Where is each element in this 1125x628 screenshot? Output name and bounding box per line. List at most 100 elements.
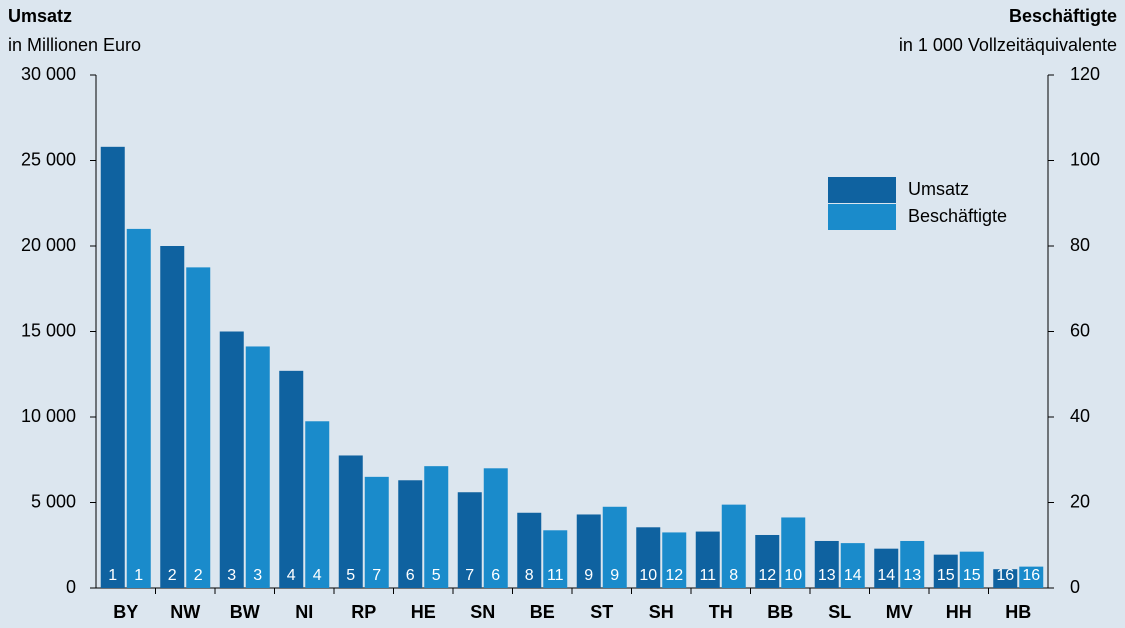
x-tick-label: SH — [649, 602, 674, 622]
rank-label: 9 — [610, 567, 619, 584]
rank-label: 12 — [665, 567, 683, 584]
rank-label: 15 — [963, 567, 981, 584]
y-title: Umsatz — [8, 6, 72, 26]
rank-label: 1 — [134, 567, 143, 584]
bar — [364, 476, 389, 588]
rank-label: 8 — [729, 567, 738, 584]
x-tick-label: BB — [767, 602, 793, 622]
rank-label: 6 — [406, 567, 415, 584]
x-tick-label: BE — [530, 602, 555, 622]
rank-label: 14 — [877, 567, 895, 584]
y2-tick-label: 120 — [1070, 64, 1100, 84]
x-tick-label: RP — [351, 602, 376, 622]
rank-label: 6 — [491, 567, 500, 584]
rank-label: 4 — [313, 567, 322, 584]
x-tick-label: ST — [590, 602, 613, 622]
bar — [695, 531, 720, 588]
bar — [398, 480, 423, 588]
y-tick-label: 25 000 — [21, 149, 76, 169]
bar — [900, 540, 925, 588]
bar — [602, 506, 627, 588]
y2-tick-label: 100 — [1070, 149, 1100, 169]
y2-title: Beschäftigte — [1009, 6, 1117, 26]
bar — [424, 466, 449, 588]
bar — [483, 468, 508, 588]
rank-label: 16 — [996, 567, 1014, 584]
y2-tick-label: 40 — [1070, 406, 1090, 426]
rank-label: 16 — [1022, 567, 1040, 584]
x-tick-label: SN — [470, 602, 495, 622]
rank-label: 2 — [194, 567, 203, 584]
x-tick-label: HB — [1005, 602, 1031, 622]
bar — [959, 551, 984, 588]
x-tick-label: BY — [113, 602, 138, 622]
rank-label: 7 — [372, 567, 381, 584]
x-tick-label: TH — [709, 602, 733, 622]
rank-label: 5 — [346, 567, 355, 584]
bar — [755, 534, 780, 588]
bar — [126, 228, 151, 588]
y-tick-label: 30 000 — [21, 64, 76, 84]
y2-tick-label: 80 — [1070, 235, 1090, 255]
y-tick-label: 5 000 — [31, 491, 76, 511]
y-tick-label: 10 000 — [21, 406, 76, 426]
rank-label: 4 — [287, 567, 296, 584]
rank-label: 11 — [699, 567, 716, 584]
rank-label: 9 — [584, 567, 593, 584]
y-subtitle: in Millionen Euro — [8, 35, 141, 55]
rank-label: 13 — [818, 567, 836, 584]
bar — [517, 512, 542, 588]
y2-tick-label: 20 — [1070, 491, 1090, 511]
legend-label: Umsatz — [908, 179, 969, 199]
x-tick-label: NI — [295, 602, 313, 622]
rank-label: 8 — [525, 567, 534, 584]
legend-swatch — [828, 204, 896, 230]
y2-tick-label: 0 — [1070, 577, 1080, 597]
bar — [457, 492, 482, 588]
x-tick-label: HE — [411, 602, 436, 622]
rank-label: 11 — [547, 567, 564, 584]
legend-swatch — [828, 177, 896, 203]
bar — [576, 514, 601, 588]
y2-tick-label: 60 — [1070, 320, 1090, 340]
rank-label: 3 — [253, 567, 262, 584]
y-tick-label: 0 — [66, 577, 76, 597]
x-tick-label: SL — [828, 602, 851, 622]
bar — [781, 517, 806, 588]
bar — [993, 569, 1018, 588]
bar — [338, 455, 363, 588]
y2-subtitle: in 1 000 Vollzeitäquivalente — [899, 35, 1117, 55]
bar — [933, 554, 958, 588]
rank-label: 12 — [758, 567, 776, 584]
bar — [662, 532, 687, 588]
rank-label: 1 — [108, 567, 117, 584]
bar — [219, 331, 244, 588]
bar — [874, 548, 899, 588]
bar — [160, 246, 185, 588]
rank-label: 3 — [227, 567, 236, 584]
bar — [245, 346, 270, 588]
x-tick-label: NW — [170, 602, 200, 622]
bar — [636, 527, 661, 588]
bar — [305, 421, 330, 588]
bar — [186, 267, 211, 588]
bar — [100, 146, 125, 588]
rank-label: 14 — [844, 567, 862, 584]
y-tick-label: 20 000 — [21, 235, 76, 255]
x-tick-label: MV — [886, 602, 913, 622]
bar — [279, 370, 304, 588]
legend-label: Beschäftigte — [908, 206, 1007, 226]
rank-label: 2 — [168, 567, 177, 584]
rank-label: 13 — [903, 567, 921, 584]
bar — [814, 540, 839, 588]
rank-label: 15 — [937, 567, 955, 584]
bar — [840, 543, 865, 588]
x-tick-label: BW — [230, 602, 260, 622]
bar — [543, 530, 568, 588]
y-tick-label: 15 000 — [21, 320, 76, 340]
rank-label: 7 — [465, 567, 474, 584]
rank-label: 10 — [639, 567, 657, 584]
x-tick-label: HH — [946, 602, 972, 622]
bar — [1019, 566, 1044, 588]
